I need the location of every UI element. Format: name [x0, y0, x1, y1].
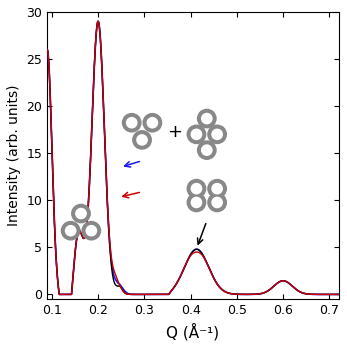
Ellipse shape	[208, 179, 226, 198]
Ellipse shape	[197, 141, 216, 159]
Ellipse shape	[187, 179, 206, 198]
Ellipse shape	[86, 226, 96, 236]
Text: +: +	[167, 124, 182, 142]
Ellipse shape	[76, 209, 86, 219]
Ellipse shape	[191, 184, 202, 194]
Ellipse shape	[208, 125, 226, 143]
Ellipse shape	[202, 113, 212, 124]
Ellipse shape	[212, 197, 222, 208]
Ellipse shape	[66, 226, 76, 236]
Ellipse shape	[147, 118, 158, 128]
Ellipse shape	[187, 125, 206, 143]
Ellipse shape	[212, 129, 222, 139]
Ellipse shape	[197, 109, 216, 128]
Ellipse shape	[187, 193, 206, 212]
Ellipse shape	[143, 113, 162, 132]
Ellipse shape	[82, 222, 101, 240]
Ellipse shape	[61, 222, 80, 240]
Ellipse shape	[72, 204, 90, 223]
Ellipse shape	[133, 131, 151, 149]
Ellipse shape	[191, 129, 202, 139]
Ellipse shape	[127, 118, 137, 128]
Ellipse shape	[208, 193, 226, 212]
Ellipse shape	[137, 135, 147, 145]
Ellipse shape	[212, 184, 222, 194]
Ellipse shape	[122, 113, 141, 132]
Ellipse shape	[202, 145, 212, 155]
X-axis label: Q (Å⁻¹): Q (Å⁻¹)	[166, 323, 219, 340]
Y-axis label: Intensity (arb. units): Intensity (arb. units)	[7, 85, 21, 226]
Ellipse shape	[191, 197, 202, 208]
